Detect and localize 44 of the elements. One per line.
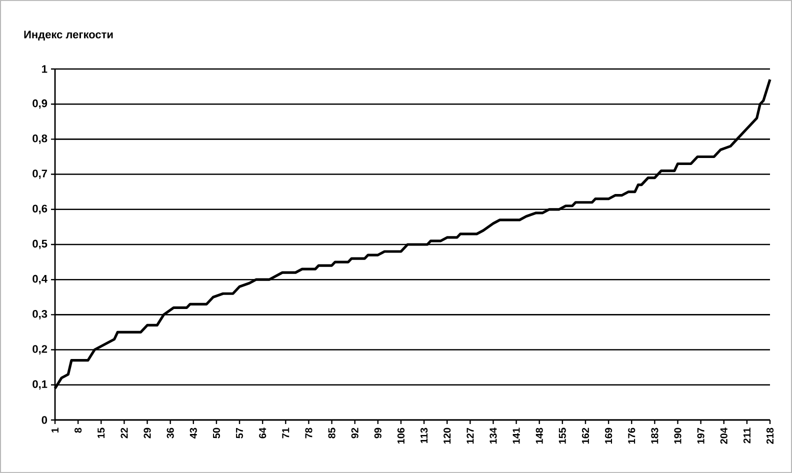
y-tick-label: 0,4 — [32, 274, 48, 284]
x-tick-label: 183 — [651, 428, 658, 444]
x-tick-label: 162 — [582, 428, 590, 444]
x-tick-label: 43 — [190, 428, 197, 438]
x-tick-label: 92 — [351, 428, 358, 438]
y-tick-label: 0,9 — [32, 99, 48, 109]
x-tick-label: 120 — [444, 428, 451, 444]
x-tick-label: 127 — [466, 428, 474, 444]
y-tick-label: 0,7 — [32, 170, 47, 179]
x-tick-label: 169 — [605, 428, 612, 444]
x-tick-label: 78 — [305, 428, 312, 438]
x-tick-label: 22 — [120, 428, 128, 438]
y-tick-label: 0,2 — [32, 345, 48, 354]
x-tick-label: 113 — [420, 428, 428, 444]
x-tick-label: 85 — [328, 428, 336, 438]
y-tick-label: 0,1 — [32, 380, 48, 390]
x-tick-label: 190 — [674, 428, 682, 444]
x-tick-label: 197 — [697, 428, 704, 444]
y-tick-label: 1 — [42, 65, 48, 73]
x-tick-label: 29 — [144, 428, 151, 438]
x-tick-label: 141 — [512, 428, 520, 444]
y-tick-label: 0,8 — [32, 134, 48, 144]
x-tick-label: 211 — [743, 428, 750, 444]
x-tick-label: 15 — [98, 428, 105, 438]
x-tick-label: 218 — [766, 428, 774, 444]
x-tick-label: 1 — [52, 428, 58, 432]
x-tick-label: 204 — [720, 428, 728, 444]
x-tick-label: 71 — [282, 428, 290, 438]
x-tick-label: 64 — [259, 428, 266, 438]
x-tick-label: 36 — [166, 428, 174, 438]
y-tick-label: 0,5 — [32, 240, 48, 250]
x-tick-label: 155 — [558, 428, 566, 444]
x-tick-label: 57 — [236, 428, 244, 438]
x-tick-label: 8 — [74, 428, 82, 433]
y-tick-label: 0,6 — [32, 204, 48, 214]
y-tick-label: 0,3 — [32, 310, 48, 320]
x-tick-label: 99 — [374, 428, 382, 438]
x-tick-label: 106 — [397, 428, 405, 444]
x-tick-label: 148 — [536, 428, 543, 444]
x-tick-label: 50 — [212, 428, 220, 438]
y-axis-title: Индекс легкости — [24, 30, 113, 40]
y-tick-label: 0 — [42, 416, 48, 424]
x-tick-label: 176 — [628, 428, 636, 444]
x-tick-label: 134 — [490, 428, 497, 444]
